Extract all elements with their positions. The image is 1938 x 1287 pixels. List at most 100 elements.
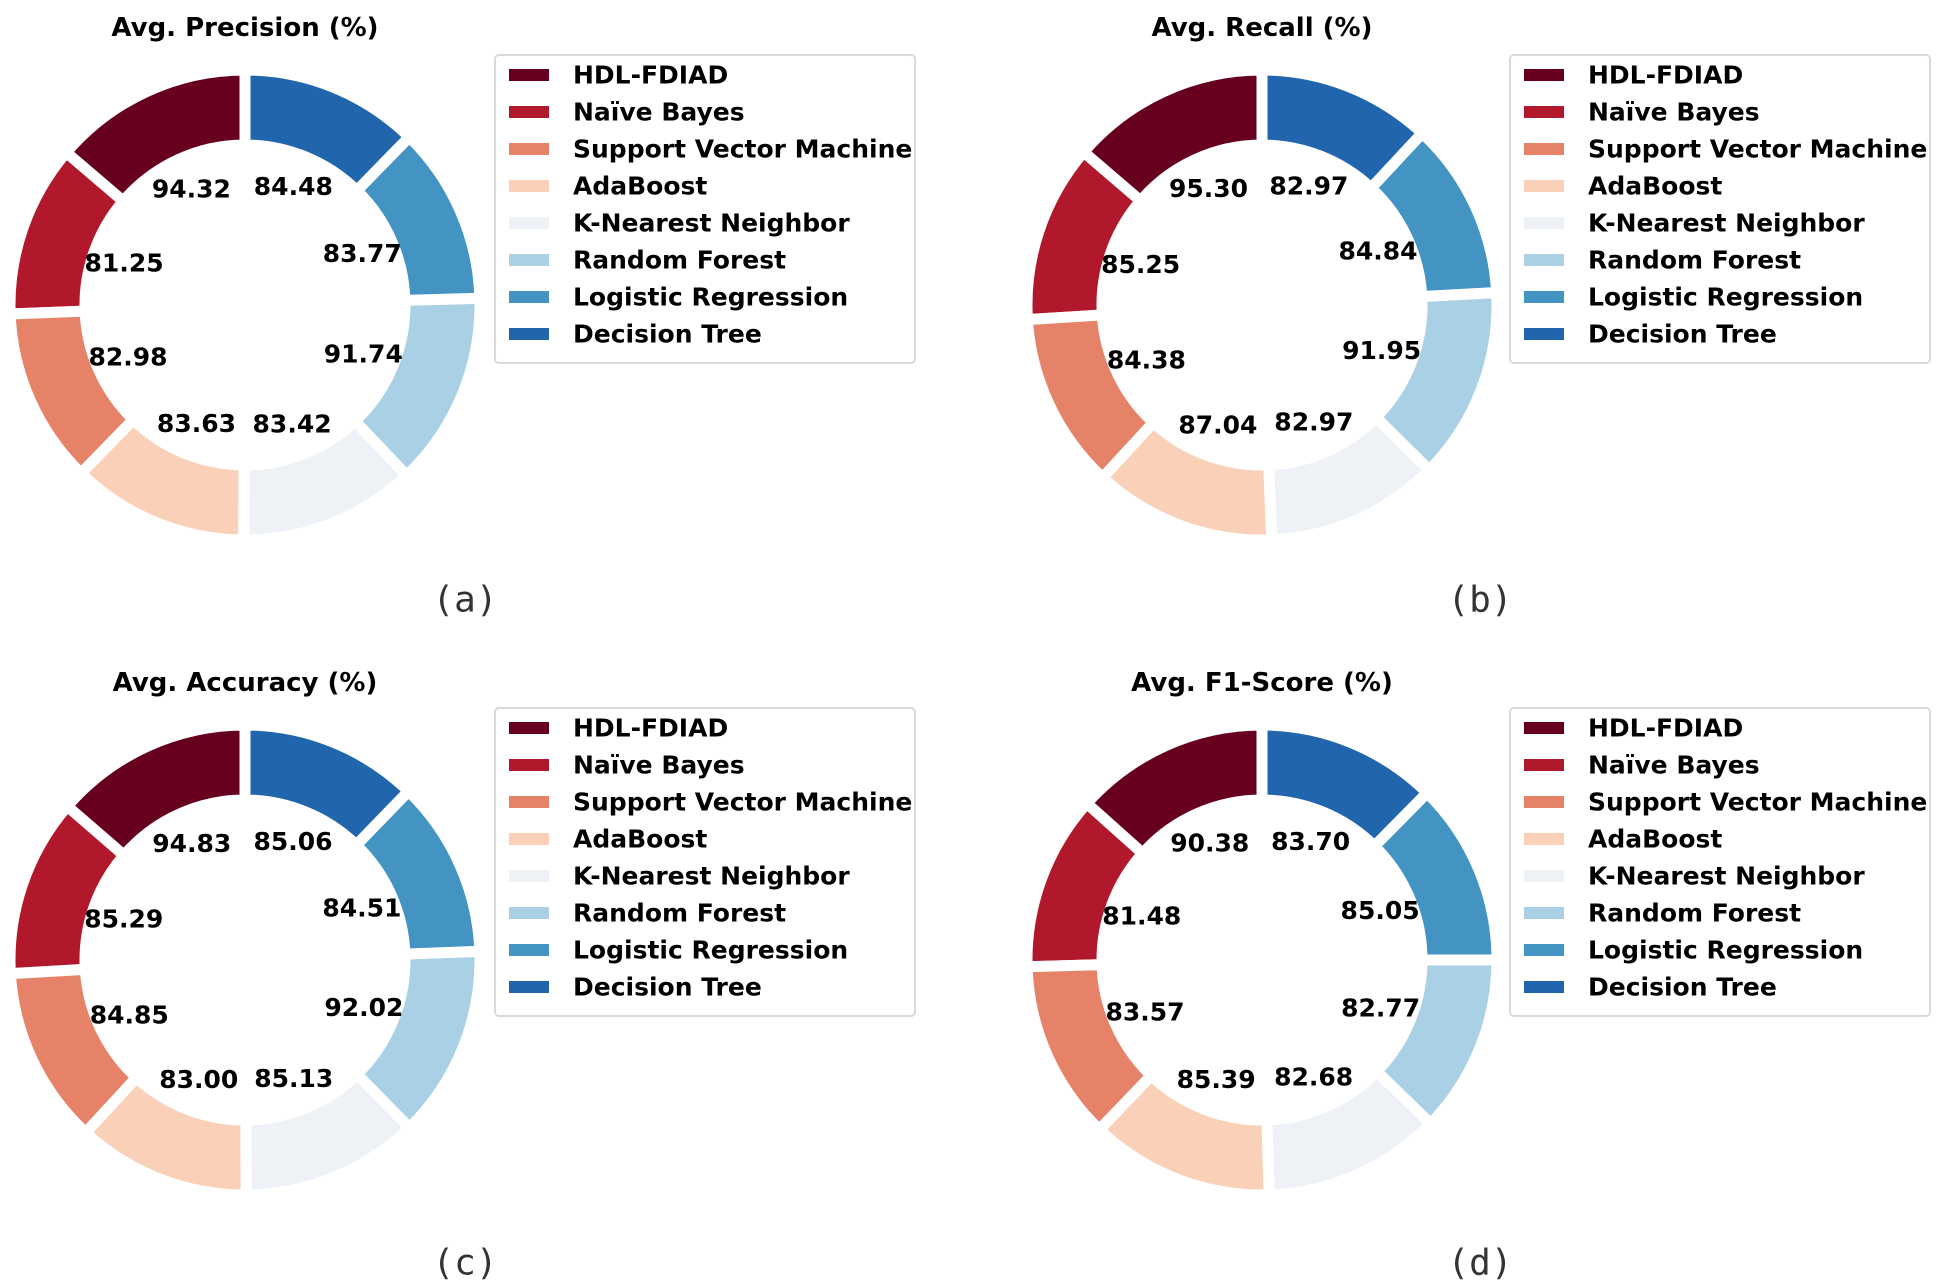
- legend-box: [494, 707, 916, 1017]
- legend-swatch-adaboost: [509, 833, 549, 845]
- legend-swatch-logistic-regression: [509, 291, 549, 303]
- legend-label: Random Forest: [1588, 246, 1801, 275]
- legend-swatch-random-forest: [1524, 907, 1564, 919]
- legend-label: Naïve Bayes: [1588, 751, 1760, 780]
- legend-label: Logistic Regression: [573, 936, 848, 965]
- panel-label: (c): [432, 1243, 497, 1284]
- legend-label: Support Vector Machine: [1588, 788, 1927, 817]
- legend-label: Support Vector Machine: [573, 135, 912, 164]
- panel-label: (a): [432, 580, 497, 621]
- legend-swatch-adaboost: [1524, 833, 1564, 845]
- slice-value-label: 81.48: [1102, 902, 1181, 931]
- legend-label: Decision Tree: [573, 973, 762, 1002]
- legend-label: K-Nearest Neighbor: [573, 209, 850, 238]
- slice-value-label: 84.38: [1107, 345, 1186, 374]
- slice-value-label: 82.77: [1341, 994, 1420, 1023]
- legend-swatch-adaboost: [509, 180, 549, 192]
- legend-label: Logistic Regression: [1588, 936, 1863, 965]
- chart-panel-avg-accuracy: Avg. Accuracy (%) 94.83 85.29 84.85 83.00 85.…: [4, 668, 916, 1284]
- legend-label: HDL-FDIAD: [573, 61, 728, 90]
- slice-value-label: 84.48: [254, 172, 333, 201]
- legend-label: Random Forest: [573, 899, 786, 928]
- legend-swatch-k-nearest-neighbor: [1524, 217, 1564, 229]
- legend-swatch-support-vector-machine: [509, 796, 549, 808]
- legend-box: [494, 54, 916, 364]
- legend-swatch-k-nearest-neighbor: [509, 217, 549, 229]
- slice-value-label: 81.25: [85, 249, 164, 278]
- legend-swatch-logistic-regression: [1524, 944, 1564, 956]
- legend-label: HDL-FDIAD: [1588, 714, 1743, 743]
- legend-label: Logistic Regression: [573, 283, 848, 312]
- legend-label: AdaBoost: [1588, 825, 1722, 854]
- legend-swatch-na-ve-bayes: [1524, 759, 1564, 771]
- legend-swatch-support-vector-machine: [1524, 143, 1564, 155]
- legend-swatch-logistic-regression: [509, 944, 549, 956]
- slice-value-label: 92.02: [324, 993, 403, 1022]
- legend-label: Naïve Bayes: [573, 98, 745, 127]
- legend-swatch-k-nearest-neighbor: [1524, 870, 1564, 882]
- slice-value-label: 85.39: [1177, 1065, 1256, 1094]
- legend-swatch-decision-tree: [1524, 328, 1564, 340]
- slice-value-label: 84.84: [1338, 236, 1417, 265]
- slice-value-label: 84.51: [322, 893, 401, 922]
- legend-swatch-random-forest: [509, 254, 549, 266]
- donut-slice-decision-tree: [1256, 719, 1435, 854]
- legend-swatch-decision-tree: [509, 328, 549, 340]
- legend-swatch-random-forest: [509, 907, 549, 919]
- slice-value-label: 82.98: [89, 343, 168, 372]
- legend-swatch-random-forest: [1524, 254, 1564, 266]
- legend-swatch-k-nearest-neighbor: [509, 870, 549, 882]
- legend-swatch-hdl-fdiad: [509, 722, 549, 734]
- legend-swatch-hdl-fdiad: [509, 69, 549, 81]
- legend-swatch-na-ve-bayes: [1524, 106, 1564, 118]
- legend-box: [1509, 54, 1931, 364]
- slice-value-label: 83.63: [157, 409, 236, 438]
- slice-value-label: 83.42: [253, 410, 332, 439]
- chart-title: Avg. Recall (%): [1152, 13, 1373, 43]
- legend-label: Decision Tree: [1588, 320, 1777, 349]
- legend-label: Support Vector Machine: [573, 788, 912, 817]
- slice-value-label: 85.05: [1341, 896, 1420, 925]
- donut-slice-decision-tree: [1256, 64, 1431, 196]
- legend-label: Decision Tree: [1588, 973, 1777, 1002]
- donut-slice-decision-tree: [239, 64, 418, 199]
- legend-label: Naïve Bayes: [1588, 98, 1760, 127]
- legend-swatch-decision-tree: [1524, 981, 1564, 993]
- chart-title: Avg. Accuracy (%): [113, 668, 378, 698]
- slice-value-label: 90.38: [1170, 829, 1249, 858]
- legend-swatch-na-ve-bayes: [509, 759, 549, 771]
- slice-value-label: 85.13: [254, 1064, 333, 1093]
- slice-value-label: 87.04: [1178, 411, 1257, 440]
- legend-label: AdaBoost: [573, 825, 707, 854]
- slice-value-label: 91.74: [324, 339, 403, 368]
- chart-panel-avg-recall: Avg. Recall (%) 95.30 85.25 84.38 87.04 82.97…: [1021, 13, 1931, 621]
- legend-swatch-support-vector-machine: [1524, 796, 1564, 808]
- legend-label: Logistic Regression: [1588, 283, 1863, 312]
- legend-swatch-hdl-fdiad: [1524, 722, 1564, 734]
- legend-label: HDL-FDIAD: [573, 714, 728, 743]
- legend-label: Random Forest: [1588, 899, 1801, 928]
- legend-swatch-logistic-regression: [1524, 291, 1564, 303]
- slice-value-label: 85.25: [1101, 250, 1180, 279]
- legend-label: HDL-FDIAD: [1588, 61, 1743, 90]
- slice-value-label: 83.00: [159, 1065, 238, 1094]
- chart-title: Avg. Precision (%): [111, 13, 378, 43]
- slice-value-label: 82.68: [1274, 1063, 1353, 1092]
- chart-panel-avg-precision: Avg. Precision (%) 94.32 81.25 82.98 83.63 83…: [4, 13, 916, 621]
- legend-swatch-adaboost: [1524, 180, 1564, 192]
- legend-label: Support Vector Machine: [1588, 135, 1927, 164]
- slice-value-label: 84.85: [90, 1000, 169, 1029]
- slice-value-label: 83.70: [1271, 827, 1350, 856]
- legend-box: [1509, 707, 1931, 1017]
- slice-value-label: 94.83: [152, 829, 231, 858]
- legend-swatch-support-vector-machine: [509, 143, 549, 155]
- legend-label: Random Forest: [573, 246, 786, 275]
- slice-value-label: 83.77: [323, 239, 402, 268]
- slice-value-label: 82.97: [1269, 171, 1348, 200]
- chart-title: Avg. F1-Score (%): [1131, 668, 1393, 698]
- donut-slice-decision-tree: [239, 719, 417, 853]
- legend-label: AdaBoost: [1588, 172, 1722, 201]
- slice-value-label: 82.97: [1274, 408, 1353, 437]
- legend-label: K-Nearest Neighbor: [1588, 209, 1865, 238]
